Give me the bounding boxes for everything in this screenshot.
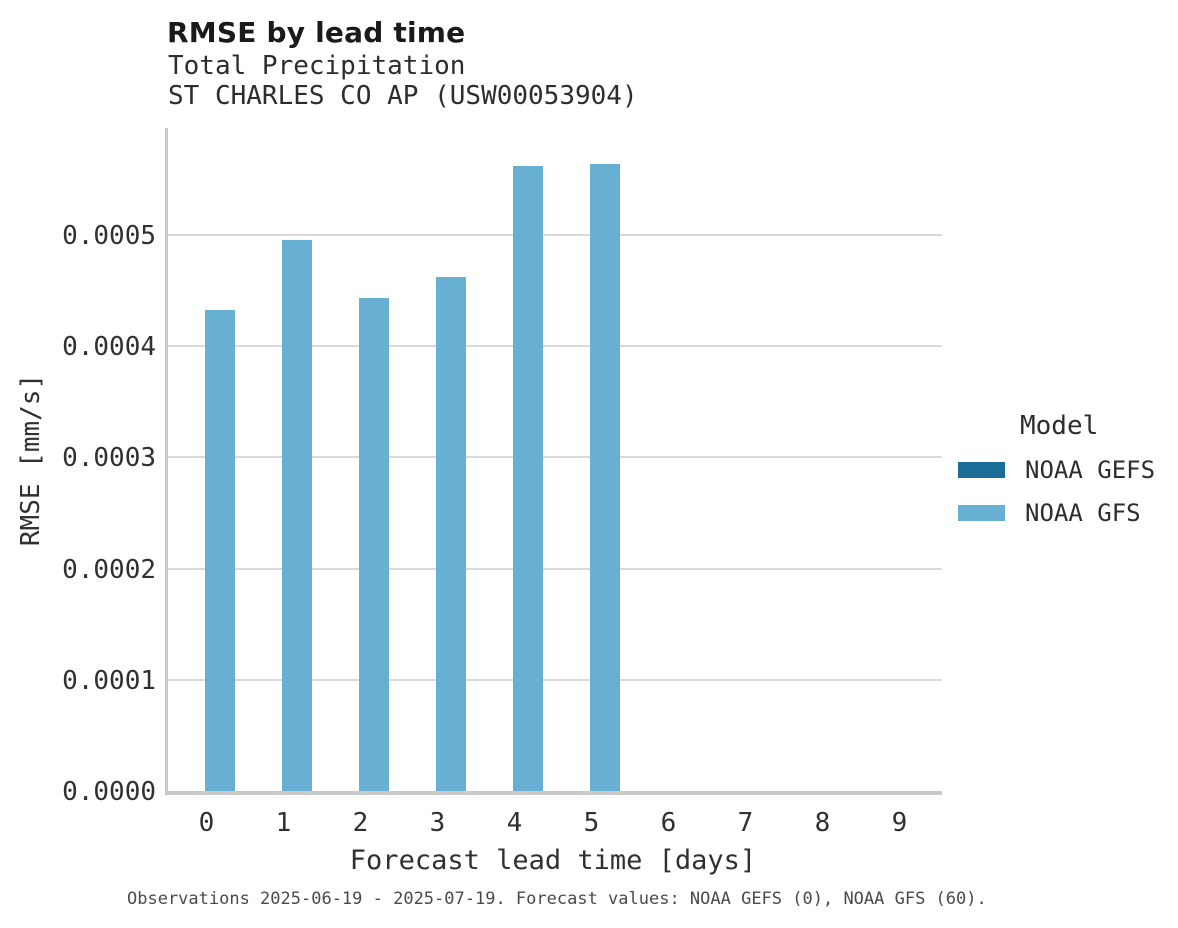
y-axis-line — [165, 128, 168, 795]
x-tick-label: 9 — [891, 808, 908, 838]
y-tick-label: 0.0001 — [62, 665, 156, 696]
bar-noaa-gfs-lead-4 — [512, 165, 543, 791]
y-tick-label: 0.0002 — [62, 554, 156, 585]
x-tick-label: 7 — [737, 808, 754, 838]
legend-label: NOAA GEFS — [1025, 456, 1156, 484]
x-tick-label: 0 — [198, 808, 215, 838]
bar-noaa-gfs-lead-2 — [358, 298, 389, 791]
x-tick-label: 4 — [506, 808, 523, 838]
legend-title: Model — [1020, 411, 1099, 441]
y-tick-label: 0.0005 — [62, 220, 156, 251]
chart-title: RMSE by lead time — [167, 16, 466, 49]
y-tick-label: 0.0004 — [62, 332, 156, 363]
footer-caption: Observations 2025-06-19 - 2025-07-19. Fo… — [127, 889, 987, 909]
chart-subtitle-variable: Total Precipitation — [168, 51, 466, 81]
legend-swatch-noaa-gfs — [958, 505, 1005, 521]
x-tick-label: 3 — [429, 808, 446, 838]
x-tick-label: 6 — [660, 808, 677, 838]
x-tick-label: 2 — [352, 808, 369, 838]
bar-noaa-gfs-lead-5 — [589, 163, 620, 791]
x-axis-line — [165, 791, 942, 795]
gridline — [168, 678, 942, 681]
gridline — [168, 233, 942, 236]
x-axis-title: Forecast lead time [days] — [349, 845, 757, 876]
bar-noaa-gfs-lead-0 — [204, 310, 235, 791]
legend-item-noaa-gfs: NOAA GFS — [958, 499, 1178, 527]
legend-label: NOAA GFS — [1025, 499, 1141, 527]
y-tick-label: 0.0003 — [62, 443, 156, 474]
gridline — [168, 345, 942, 348]
gridline — [168, 456, 942, 459]
plot-area: 0.0000 0.0001 0.0002 0.0003 0.0004 0.0005 0 1 2 3… — [62, 128, 942, 837]
x-tick-label: 1 — [275, 808, 292, 838]
y-axis-title: RMSE [mm/s] — [16, 373, 46, 547]
bar-noaa-gfs-lead-3 — [435, 277, 466, 791]
gridline — [168, 567, 942, 570]
legend: Model NOAA GEFS NOAA GFS — [958, 411, 1178, 527]
x-tick-label: 8 — [814, 808, 831, 838]
chart-subtitle-station: ST CHARLES CO AP (USW00053904) — [168, 81, 638, 111]
bar-noaa-gfs-lead-1 — [281, 240, 312, 791]
x-tick-label: 5 — [583, 808, 600, 838]
legend-swatch-noaa-gefs — [958, 462, 1005, 478]
y-tick-label: 0.0000 — [62, 777, 156, 807]
legend-item-noaa-gefs: NOAA GEFS — [958, 456, 1178, 484]
